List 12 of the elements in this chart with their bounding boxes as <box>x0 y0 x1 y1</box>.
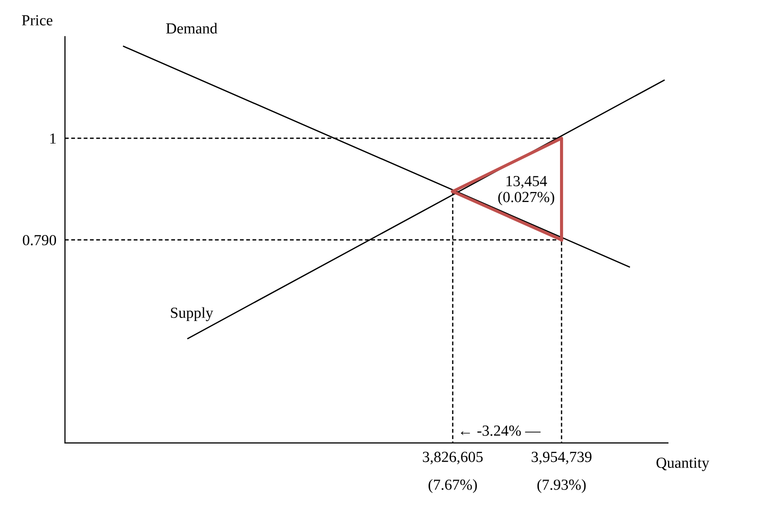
x-axis-title: Quantity <box>656 458 710 472</box>
text: Demand <box>166 22 218 34</box>
annotation: ← -3.24% — <box>460 426 541 436</box>
annotation: (7.93%) <box>537 479 586 493</box>
y-tick-label: 1 <box>50 133 56 144</box>
annotation: (7.67%) <box>428 479 477 493</box>
annotation: Supply <box>170 307 214 322</box>
y-tick-label: 0.790 <box>22 234 56 246</box>
annotation: 13,454 (0.027%) <box>498 176 554 206</box>
x-tick-label: 3,826,605 <box>422 452 483 464</box>
y-axis-title: Price <box>22 15 52 26</box>
x-tick-label: 3,954,739 <box>532 452 592 464</box>
